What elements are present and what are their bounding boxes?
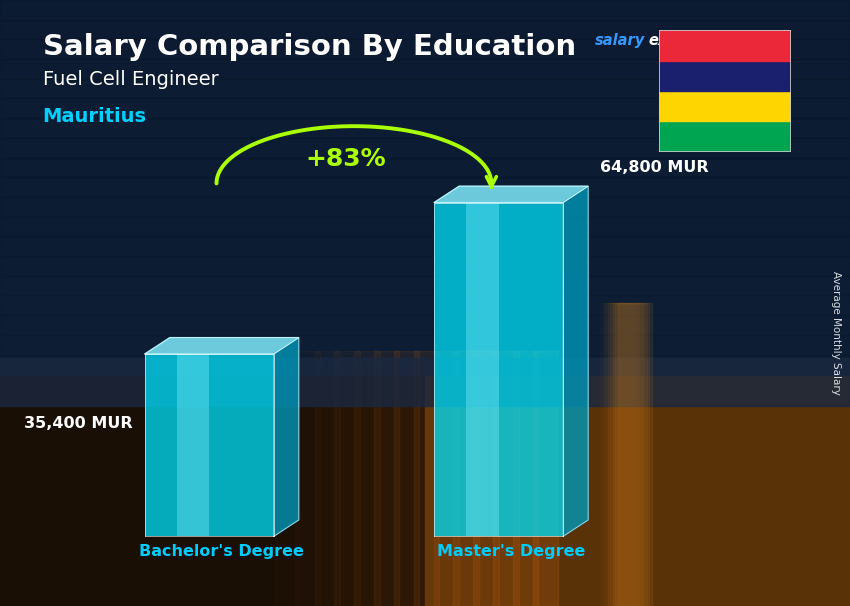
Bar — [598, 303, 632, 606]
Bar — [615, 303, 649, 606]
Bar — [374, 351, 400, 606]
Bar — [659, 121, 790, 152]
Bar — [473, 351, 499, 606]
Bar — [0, 376, 425, 606]
Bar — [0, 118, 850, 138]
Bar — [0, 197, 850, 216]
Polygon shape — [144, 338, 299, 354]
Bar — [0, 0, 850, 394]
Bar — [659, 30, 790, 61]
Text: Mauritius: Mauritius — [42, 107, 147, 125]
Text: 64,800 MUR: 64,800 MUR — [600, 159, 709, 175]
Bar — [434, 202, 563, 536]
Bar — [0, 296, 850, 315]
Polygon shape — [434, 186, 588, 202]
Bar — [0, 335, 850, 355]
Bar — [314, 351, 340, 606]
Bar — [0, 355, 850, 375]
Text: Salary Comparison By Education: Salary Comparison By Education — [42, 33, 575, 61]
Bar — [394, 351, 419, 606]
Bar — [453, 351, 479, 606]
Bar — [513, 351, 538, 606]
Bar — [595, 303, 629, 606]
Bar — [144, 354, 274, 536]
Bar — [354, 351, 380, 606]
Bar — [659, 91, 790, 121]
Bar — [0, 0, 850, 20]
Bar — [0, 39, 850, 59]
Bar — [255, 351, 280, 606]
Bar — [425, 376, 850, 606]
Bar — [0, 177, 850, 197]
Bar — [0, 358, 850, 406]
Bar — [334, 351, 360, 606]
Bar — [467, 202, 499, 536]
Bar — [295, 351, 320, 606]
Polygon shape — [274, 338, 299, 536]
Bar — [605, 303, 639, 606]
Text: Master's Degree: Master's Degree — [437, 544, 586, 559]
Text: 35,400 MUR: 35,400 MUR — [25, 416, 133, 431]
Text: explorer.com: explorer.com — [649, 33, 755, 48]
Bar — [493, 351, 518, 606]
Bar — [0, 20, 850, 39]
Bar — [0, 374, 850, 394]
Text: Average Monthly Salary: Average Monthly Salary — [830, 271, 841, 395]
Bar — [0, 158, 850, 177]
Bar — [0, 315, 850, 335]
Text: salary: salary — [595, 33, 645, 48]
Text: +83%: +83% — [306, 147, 387, 171]
Bar — [659, 61, 790, 91]
Bar — [0, 79, 850, 99]
Bar — [600, 303, 634, 606]
Text: Fuel Cell Engineer: Fuel Cell Engineer — [42, 70, 218, 89]
Bar — [0, 98, 850, 118]
Bar — [0, 236, 850, 256]
Bar — [613, 303, 647, 606]
Bar — [618, 303, 652, 606]
Bar — [0, 276, 850, 296]
Bar — [533, 351, 558, 606]
Bar — [608, 303, 642, 606]
Bar — [177, 354, 209, 536]
Bar — [0, 217, 850, 236]
Bar — [0, 138, 850, 158]
Bar — [0, 59, 850, 79]
Bar — [0, 256, 850, 276]
Bar — [275, 351, 300, 606]
Polygon shape — [563, 186, 588, 536]
Text: Bachelor's Degree: Bachelor's Degree — [139, 544, 304, 559]
Bar — [603, 303, 637, 606]
Bar — [434, 351, 459, 606]
Bar — [610, 303, 644, 606]
Bar — [414, 351, 439, 606]
